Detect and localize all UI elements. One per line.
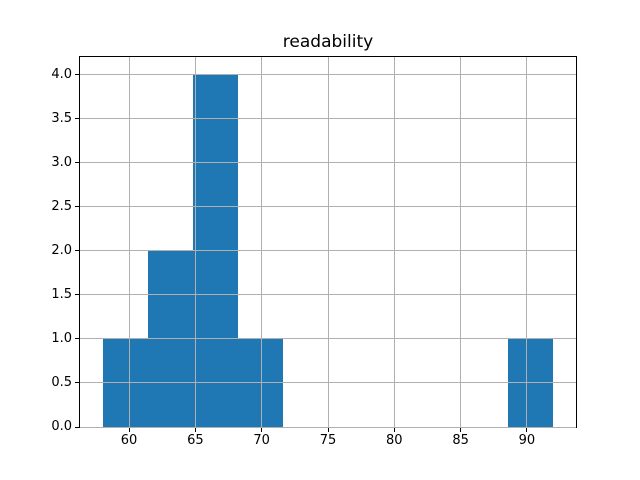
gridline [128, 57, 130, 427]
gridline [80, 250, 576, 252]
x-tick-label: 75 [319, 433, 337, 448]
x-tick-mark [194, 428, 196, 432]
gridline [80, 118, 576, 120]
y-tick-label: 4.0 [51, 66, 72, 82]
y-tick-label: 0.5 [51, 374, 72, 390]
gridline [80, 338, 576, 340]
y-tick-label: 1.0 [51, 330, 72, 346]
x-tick-mark [327, 428, 329, 432]
gridline [261, 57, 263, 427]
x-tick-label: 70 [253, 433, 270, 448]
gridline [327, 57, 329, 427]
x-tick-label: 80 [386, 433, 403, 448]
y-tick-mark [75, 294, 79, 296]
y-tick-mark [75, 118, 79, 120]
y-tick-label: 3.5 [51, 110, 72, 126]
plot-area [79, 56, 577, 428]
gridline [80, 382, 576, 384]
x-tick-label: 90 [518, 433, 536, 448]
y-tick-mark [75, 426, 79, 428]
y-tick-mark [75, 206, 79, 208]
y-tick-label: 2.0 [51, 242, 72, 258]
y-tick-mark [75, 162, 79, 164]
gridline [80, 74, 576, 76]
x-tick-mark [128, 428, 130, 432]
x-tick-label: 85 [452, 433, 469, 448]
y-tick-label: 3.0 [51, 154, 72, 170]
y-tick-mark [75, 250, 79, 252]
y-tick-label: 0.0 [51, 419, 72, 434]
gridline [460, 57, 462, 427]
x-tick-label: 60 [120, 433, 138, 448]
x-tick-mark [261, 428, 263, 432]
y-tick-mark [75, 338, 79, 340]
x-tick-label: 65 [187, 433, 204, 448]
gridline [80, 294, 576, 296]
gridline [393, 57, 395, 427]
x-tick-mark [460, 428, 462, 432]
gridline [80, 162, 576, 164]
gridline [80, 426, 576, 428]
y-tick-label: 2.5 [51, 198, 72, 214]
y-tick-mark [75, 382, 79, 384]
gridline [80, 206, 576, 208]
gridline [526, 57, 528, 427]
x-tick-mark [393, 428, 395, 432]
y-tick-mark [75, 74, 79, 76]
x-tick-mark [526, 428, 528, 432]
chart-title: readability [282, 32, 374, 52]
gridline [194, 57, 196, 427]
y-tick-label: 1.5 [51, 286, 72, 302]
